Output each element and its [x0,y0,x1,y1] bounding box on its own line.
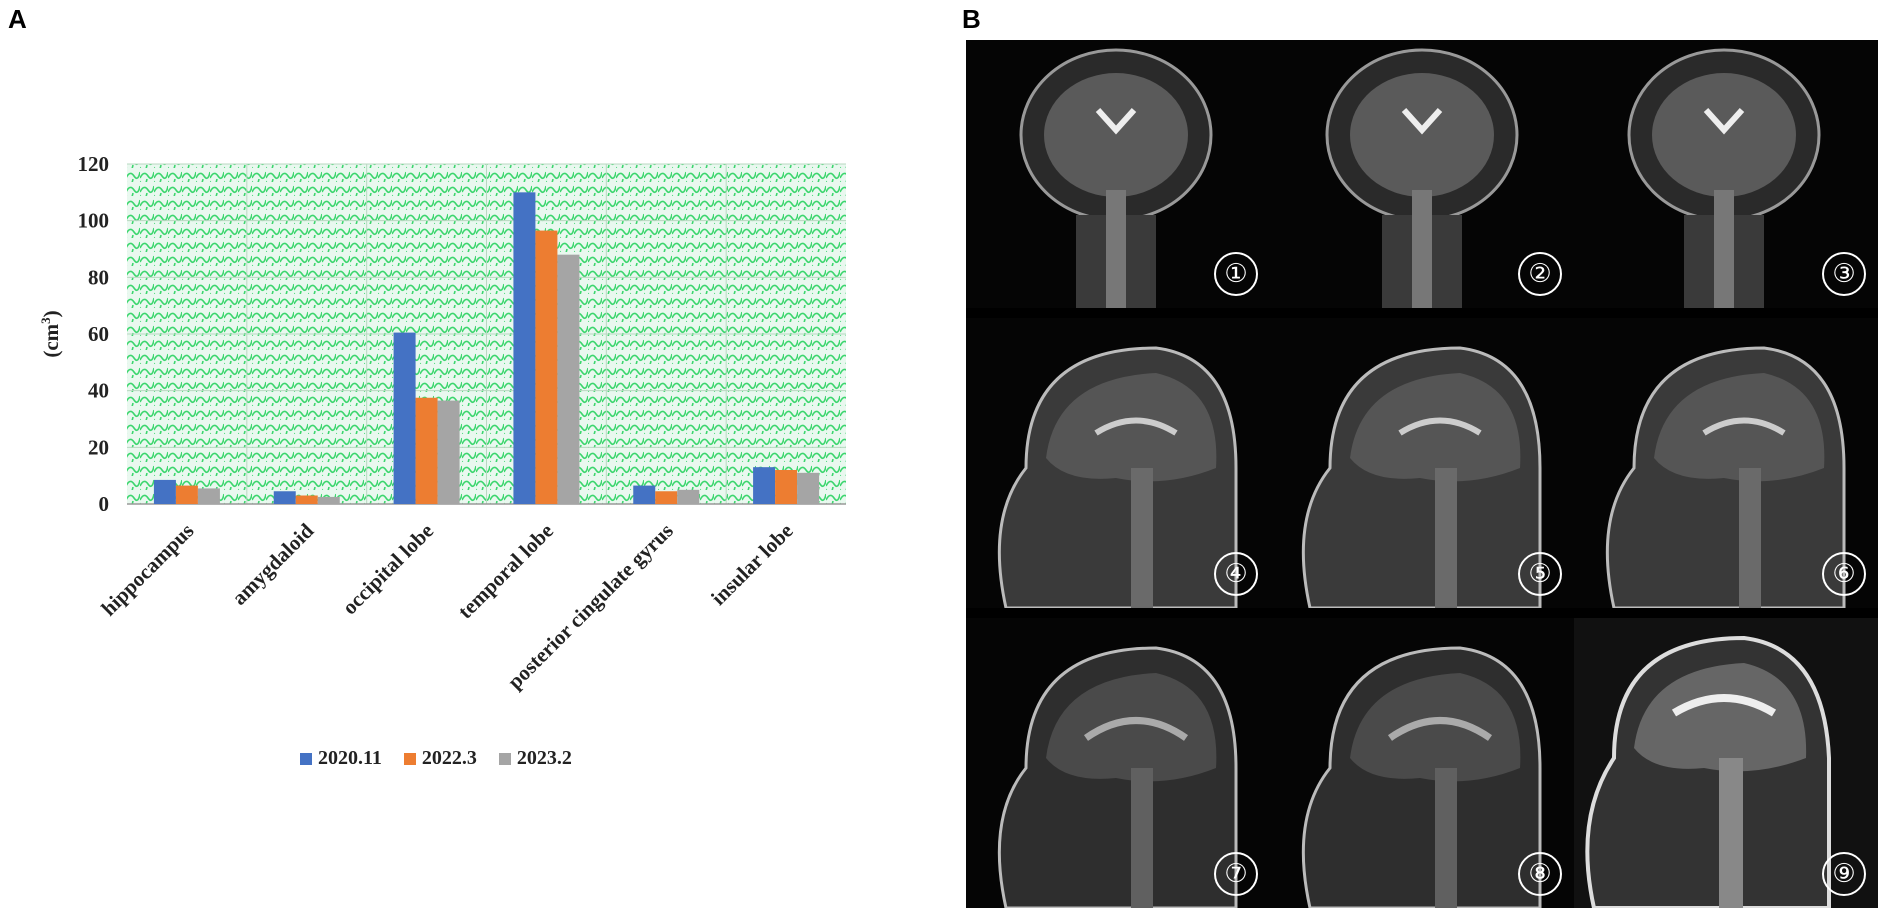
image-number-badge: ⑧ [1518,852,1562,896]
bar [393,332,416,504]
image-number-badge: ④ [1214,552,1258,596]
image-number-badge: ⑨ [1822,852,1866,896]
mri-sagittal-image: ⑥ [1574,318,1878,608]
legend-swatch [403,752,416,765]
legend-item: 2020.11 [300,747,382,770]
bar [535,230,558,505]
mri-sagittal-image: ⑦ [966,618,1270,908]
bar [775,470,798,504]
bar [153,479,176,504]
mri-sagittal-image: ⑨ [1574,618,1878,908]
x-tick-label: temporal lobe [453,519,558,624]
bar [753,467,776,504]
legend-label: 2022.3 [421,747,477,769]
panel-label-a: A [8,4,27,34]
bar [437,400,460,504]
bar [273,491,296,504]
mri-image-grid: ① ② ③ ④ ⑤ ⑥ ⑦ ⑧ ⑨ [966,40,1878,908]
bar [677,489,700,504]
y-axis-label: (cm3) [38,310,63,357]
x-tick-label: hippocampus [96,519,198,621]
y-tick-label: 120 [78,152,110,176]
y-tick-label: 40 [88,379,109,403]
mri-coronal-image: ① [966,40,1270,308]
mri-sagittal-image: ④ [966,318,1270,608]
y-tick-label: 20 [88,435,109,459]
y-tick-label: 100 [78,209,110,233]
bar [655,491,678,504]
bar [513,192,536,505]
panel-label-b: B [962,4,981,34]
bar [317,496,340,504]
image-number-badge: ⑦ [1214,852,1258,896]
legend-label: 2020.11 [318,747,382,769]
x-tick-label: amygdaloid [227,518,318,609]
mri-sagittal-image: ⑤ [1270,318,1574,608]
bar [197,488,220,504]
bar [175,485,198,504]
bar [295,495,318,504]
image-number-badge: ② [1518,252,1562,296]
y-tick-label: 80 [88,265,109,289]
bar [633,485,656,504]
bar [797,472,820,504]
mri-sagittal-image: ⑧ [1270,618,1574,908]
mri-coronal-image: ③ [1574,40,1878,308]
legend-item: 2023.2 [498,747,572,770]
y-tick-label: 60 [88,322,109,346]
x-tick-label: occipital lobe [337,519,438,620]
mri-coronal-image: ② [1270,40,1574,308]
legend-label: 2023.2 [516,747,572,769]
image-number-badge: ① [1214,252,1258,296]
bar [557,254,580,504]
legend-swatch [498,752,511,765]
image-number-badge: ⑥ [1822,552,1866,596]
bar [415,397,438,504]
legend-item: 2022.3 [403,747,477,770]
legend-swatch [300,752,312,765]
image-number-badge: ⑤ [1518,552,1562,596]
chart-legend: 2020.11 2022.3 2023.2 [300,747,572,770]
y-tick-label: 0 [99,492,110,516]
bar-chart: 0 20 40 60 80 100 120 hippocampus amygdaloid occ… [38,152,846,694]
image-number-badge: ③ [1822,252,1866,296]
x-tick-label: insular lobe [706,519,797,610]
